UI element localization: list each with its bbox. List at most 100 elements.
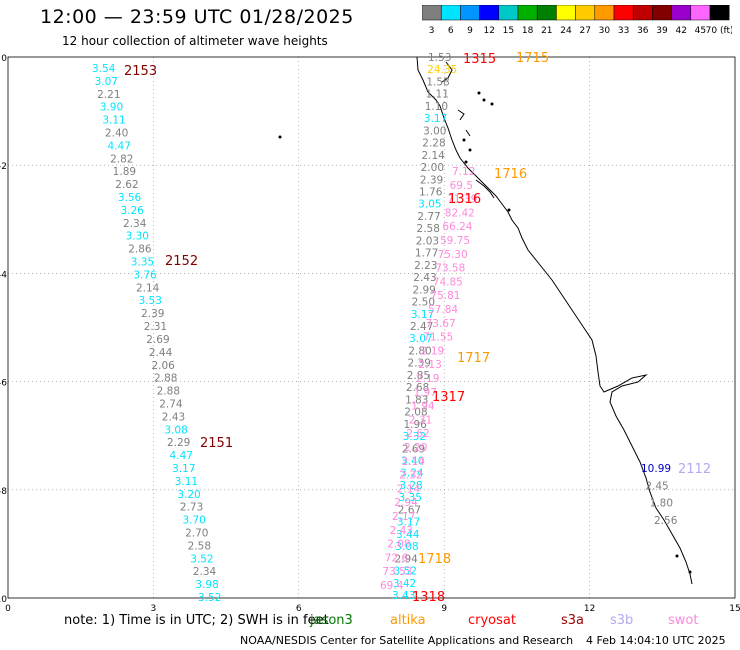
track-1315-value: 2.39 <box>420 174 443 186</box>
track-1716-value: 2.14 <box>397 483 421 495</box>
track-1315-value: 2.43 <box>413 272 436 284</box>
track-1716-value: 73.53 <box>382 566 412 578</box>
x-tick-label: 6 <box>296 604 302 614</box>
track-1716-value: 59.75 <box>440 235 470 247</box>
wave-height-colorbar: 3 6 9 12 15 18 21 24 27 30 33 36 39 42 45 70 (ft) <box>422 5 732 36</box>
track-1315-value: 3.08 <box>395 541 418 553</box>
track-1315-value: 3.17 <box>397 517 420 529</box>
track-1716-value: 2.20 <box>404 442 427 454</box>
x-tick-label: 9 <box>441 604 447 614</box>
track-2153-value: 2.69 <box>146 334 169 346</box>
track-2153-value: 2.73 <box>180 502 203 514</box>
colorbar-label: 9 <box>467 26 473 36</box>
track-1315-value: 3.32 <box>403 431 426 443</box>
track-2153-value: 4.47 <box>108 140 131 152</box>
track-2153-value: 3.07 <box>95 76 118 88</box>
track-1315-value: 3.42 <box>393 578 416 590</box>
track-2153-value: 2.43 <box>162 411 185 423</box>
track-1315-value: 2.58 <box>417 223 440 235</box>
track-2153-value: 3.54 <box>92 63 116 75</box>
track-2153-value: 2.31 <box>144 321 167 333</box>
track-1716-value: 1.94 <box>411 401 435 413</box>
track-2153-value: 2.14 <box>136 282 160 294</box>
track-1716-value: 82.42 <box>445 207 475 219</box>
track-1315-value: 3.24 <box>400 468 424 480</box>
track-2153-value: 3.52 <box>198 592 221 604</box>
island-dot <box>490 102 494 106</box>
track-1315-value: 2.77 <box>417 211 440 223</box>
track-1716-value: 69.5 <box>450 180 473 192</box>
track-2153-value: 3.76 <box>133 269 157 281</box>
track-2112-value: 2.45 <box>645 480 668 492</box>
track-1716-value: 2.43 <box>390 525 413 537</box>
track-1716-value: 2.31 <box>409 414 432 426</box>
track-1315-value: 2.00 <box>421 162 444 174</box>
x-tick-label: 0 <box>5 604 11 614</box>
y-tick-label: -8 <box>0 487 7 497</box>
track-2153-value: 3.30 <box>126 231 149 243</box>
track-1716-value: 2.19 <box>416 373 439 385</box>
track-1315-value: 24.35 <box>427 64 457 76</box>
track-2112-value: 1.80 <box>650 498 673 510</box>
track-1716-value: 2.17 <box>392 511 415 523</box>
track-2112-value: 2.56 <box>654 515 678 527</box>
track-1315-value: 2.99 <box>412 284 435 296</box>
track-1315-value: 2.28 <box>422 138 445 150</box>
track-1716-value: 1.97 <box>414 387 437 399</box>
track-2112-value: 10.99 <box>641 463 671 475</box>
track-1315-value: 2.03 <box>416 235 439 247</box>
track-1315-value: 2.47 <box>410 321 433 333</box>
colorbar-label: 30 <box>599 26 611 36</box>
track-1315-value: 3.40 <box>401 456 424 468</box>
pass-id-label: 1317 <box>432 390 465 405</box>
track-1315-value: 1.58 <box>426 76 449 88</box>
track-1716-value: 2.08 <box>387 539 410 551</box>
y-tick-label: -2 <box>0 162 7 172</box>
track-1716-value: 2.13 <box>418 359 441 371</box>
track-1315-value: 2.23 <box>414 260 437 272</box>
track-1315-value: 2.69 <box>402 443 425 455</box>
track-1716-value: 74.85 <box>433 276 463 288</box>
y-tick-label: -4 <box>0 270 7 280</box>
track-1315-value: 1.11 <box>426 89 449 101</box>
colorbar-label: 18 <box>522 26 534 36</box>
credit-line: NOAA/NESDIS Center for Satellite Applica… <box>240 634 574 647</box>
track-1716-value: 2.94 <box>394 497 418 509</box>
colorbar-label: 12 <box>483 26 494 36</box>
track-1315-value: 2.80 <box>408 345 431 357</box>
y-tick-label: 0 <box>1 54 7 64</box>
island-dot <box>675 554 679 558</box>
colorbar-swatch <box>709 5 730 21</box>
track-2153-value: 2.88 <box>157 386 180 398</box>
track-2153-value: 2.82 <box>110 153 133 165</box>
track-1315-value: 2.39 <box>408 358 431 370</box>
x-tick-label: 15 <box>729 604 740 614</box>
track-1315-value: 1.96 <box>403 419 427 431</box>
island-dot <box>482 98 486 102</box>
legend-swot: swot <box>668 613 699 628</box>
track-2153-value: 2.74 <box>159 398 183 410</box>
pass-id-label: 1715 <box>516 51 549 66</box>
colorbar-label: 36 <box>637 26 649 36</box>
colorbar-label: 33 <box>618 26 629 36</box>
track-2153-value: 3.08 <box>164 424 187 436</box>
island-dot <box>688 570 692 574</box>
track-2153-value: 2.29 <box>167 437 190 449</box>
track-1315-value: 1.77 <box>415 248 438 260</box>
track-2153-value: 3.20 <box>177 489 200 501</box>
track-2153-value: 2.62 <box>115 179 138 191</box>
track-2153-value: 3.17 <box>172 463 195 475</box>
island-dot <box>507 208 511 212</box>
track-2153-value: 2.58 <box>188 540 211 552</box>
track-2153-value: 2.40 <box>105 128 128 140</box>
track-1716-value: 66.24 <box>442 221 472 233</box>
legend-cryosat: cryosat <box>468 613 516 628</box>
track-1716-value: 69.4 <box>380 580 404 592</box>
legend-s3b: s3b <box>610 613 634 628</box>
track-1315-value: 3.44 <box>396 529 420 541</box>
track-1315-value: 2.68 <box>406 382 429 394</box>
colorbar-label: 45 <box>695 26 706 36</box>
y-tick-label: -10 <box>0 595 7 605</box>
track-1315-value: 3.17 <box>424 113 447 125</box>
